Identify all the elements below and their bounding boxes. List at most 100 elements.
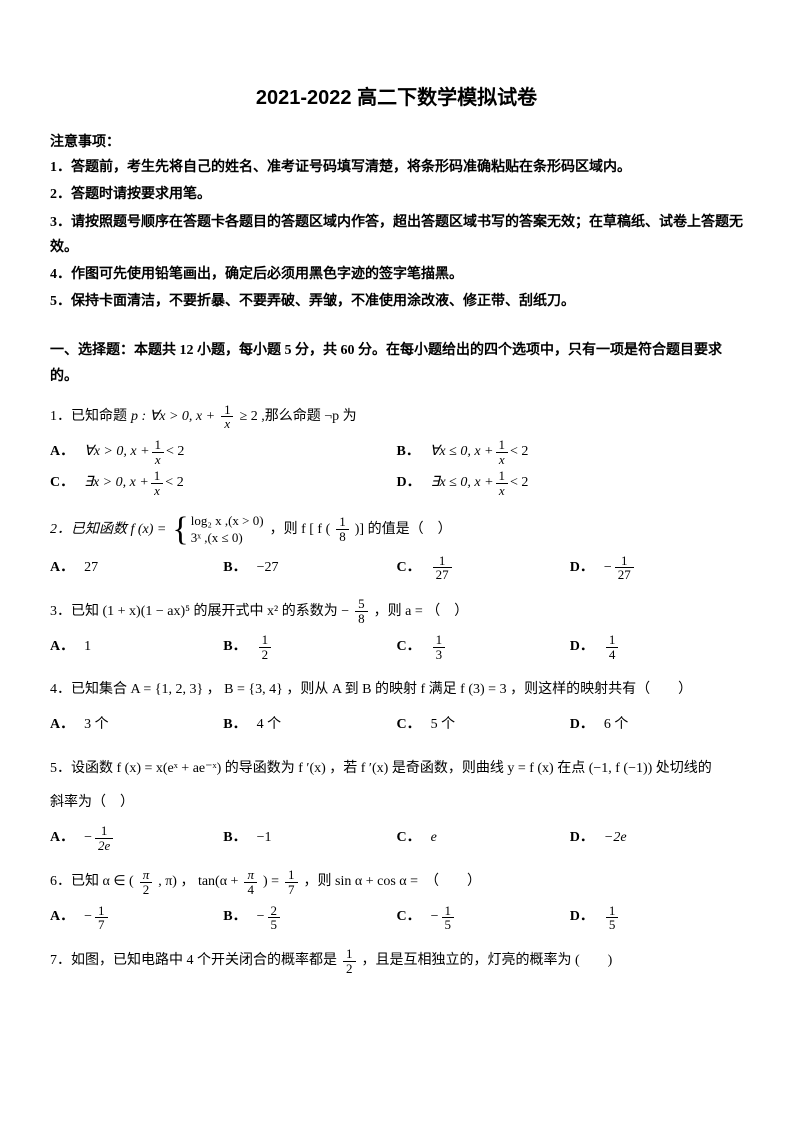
q6c-frac: 15 — [442, 904, 455, 932]
q4-opt-a: A． 3 个 — [50, 710, 223, 741]
label-d: D． — [570, 710, 594, 741]
q6-opt-c: C． − 15 — [397, 902, 570, 933]
n: 1 — [343, 947, 356, 961]
q6-opt-b: B． − 25 — [223, 902, 396, 933]
d: 8 — [355, 611, 368, 626]
n: 1 — [95, 904, 108, 918]
label-a: A． — [50, 823, 74, 854]
q4a: 3 个 — [84, 710, 109, 741]
q2-frac: 18 — [336, 515, 349, 543]
q6-mid2: ) = — [263, 868, 279, 896]
q5-options: A． − 12e B．−1 C．e D．−2e — [50, 823, 743, 854]
label-d: D． — [397, 468, 421, 499]
q6-f1: π2 — [140, 868, 153, 896]
q2d-neg: − — [604, 553, 612, 584]
q5-opt-a: A． − 12e — [50, 823, 223, 854]
q4-stem: 4．已知集合 A = {1, 2, 3} ， B = {3, 4} ，则从 A … — [50, 676, 692, 704]
q3-options: A． 1 B． 12 C． 13 D． 14 — [50, 632, 743, 663]
q1c-pre: ∃x > 0, x + — [84, 468, 149, 499]
d: x — [151, 483, 163, 498]
q2d-frac: 127 — [615, 554, 634, 582]
q5d: −2e — [604, 823, 627, 854]
q1d-pre: ∃x ≤ 0, x + — [431, 468, 494, 499]
q6-post: ，则 sin α + cos α = （ ） — [304, 868, 481, 896]
n: π — [140, 868, 153, 882]
n: 1 — [436, 554, 449, 568]
label-d: D． — [570, 553, 594, 584]
q2a: 27 — [84, 553, 98, 584]
n: 1 — [496, 469, 509, 483]
q1-options: A． ∀x > 0, x + 1x < 2 B． ∀x ≤ 0, x + 1x … — [50, 437, 743, 499]
q1c-frac: 1x — [151, 469, 164, 497]
q2-post: )] 的值是（ ） — [355, 516, 452, 544]
q5b: −1 — [257, 823, 272, 854]
q1-opt-c: C． ∃x > 0, x + 1x < 2 — [50, 468, 397, 499]
q4-options: A．3 个 B．4 个 C．5 个 D．6 个 — [50, 710, 743, 741]
question-4: 4．已知集合 A = {1, 2, 3} ， B = {3, 4} ，则从 A … — [50, 676, 743, 704]
label-d: D． — [570, 902, 594, 933]
question-1: 1．已知命题 p : ∀x > 0, x + 1 x ≥ 2 ,那么命题 ¬p … — [50, 403, 743, 431]
q1-opt-d: D． ∃x ≤ 0, x + 1x < 2 — [397, 468, 744, 499]
d: 8 — [336, 529, 349, 544]
n: 1 — [495, 438, 508, 452]
label-a: A． — [50, 710, 74, 741]
q1c-post: < 2 — [165, 468, 183, 499]
label-a: A． — [50, 902, 74, 933]
q3c-frac: 13 — [433, 633, 446, 661]
n: 1 — [259, 633, 272, 647]
n: 5 — [355, 597, 368, 611]
label-a: A． — [50, 437, 74, 468]
q6-opt-a: A． − 17 — [50, 902, 223, 933]
q2-piecewise: { log₂ x ,(x > 0) 3ˣ ,(x ≤ 0) — [172, 513, 263, 547]
q4-opt-b: B．4 个 — [223, 710, 396, 741]
label-b: B． — [223, 553, 246, 584]
q3-post: ，则 a = （ ） — [374, 598, 469, 626]
q1-expr: p : ∀x > 0, x + — [131, 403, 215, 431]
q4-opt-c: C．5 个 — [397, 710, 570, 741]
q7-pre: 7．如图，已知电路中 4 个开关闭合的概率都是 — [50, 947, 337, 975]
q3-pre: 3．已知 (1 + x)(1 − ax)⁵ 的展开式中 x² 的系数为 − — [50, 598, 349, 626]
q1-opt-a: A． ∀x > 0, x + 1x < 2 — [50, 437, 397, 468]
n: 1 — [336, 515, 349, 529]
q5-opt-c: C． e — [397, 823, 570, 854]
d: 4 — [606, 647, 619, 662]
question-7: 7．如图，已知电路中 4 个开关闭合的概率都是 12 ，且是互相独立的，灯亮的概… — [50, 947, 743, 975]
n: 1 — [285, 868, 298, 882]
n: 1 — [151, 469, 164, 483]
q3d-frac: 14 — [606, 633, 619, 661]
q2-opt-b: B．−27 — [223, 553, 396, 584]
q1b-post: < 2 — [510, 437, 528, 468]
q3-frac: 58 — [355, 597, 368, 625]
q3b-frac: 12 — [259, 633, 272, 661]
q5a-frac: 12e — [95, 824, 113, 852]
q3-opt-b: B． 12 — [223, 632, 396, 663]
q5c: e — [431, 823, 437, 854]
section-1-heading: 一、选择题：本题共 12 小题，每小题 5 分，共 60 分。在每小题给出的四个… — [50, 338, 743, 388]
d: 4 — [244, 882, 257, 897]
question-5b: 斜率为（ ） — [50, 789, 743, 817]
brace-icon: { — [172, 513, 188, 547]
n: 1 — [618, 554, 631, 568]
q1-frac-num: 1 — [221, 403, 234, 417]
d: x — [496, 483, 508, 498]
q1-pre: 1．已知命题 — [50, 403, 127, 431]
instruction-1: 1．答题前，考生先将自己的姓名、准考证号码填写清楚，将条形码准确粘贴在条形码区域… — [50, 155, 743, 180]
neg: − — [257, 902, 265, 933]
n: 1 — [606, 633, 619, 647]
q2-opt-c: C． 127 — [397, 553, 570, 584]
label-c: C． — [397, 823, 421, 854]
q3-opt-d: D． 14 — [570, 632, 743, 663]
q2-case2: 3ˣ ,(x ≤ 0) — [191, 530, 264, 547]
label-b: B． — [223, 902, 246, 933]
q1-frac-den: x — [221, 416, 233, 431]
d: 5 — [442, 917, 455, 932]
label-c: C． — [397, 632, 421, 663]
label-a: A． — [50, 553, 74, 584]
page-title: 2021-2022 高二下数学模拟试卷 — [50, 80, 743, 116]
label-b: B． — [397, 437, 420, 468]
q5-stem: 5．设函数 f (x) = x(eˣ + ae⁻ˣ) 的导函数为 f ′(x) … — [50, 755, 712, 783]
q2-pre: 2．已知函数 f (x) = — [50, 516, 166, 544]
label-a: A． — [50, 632, 74, 663]
n: 2 — [268, 904, 281, 918]
d: 5 — [606, 917, 619, 932]
